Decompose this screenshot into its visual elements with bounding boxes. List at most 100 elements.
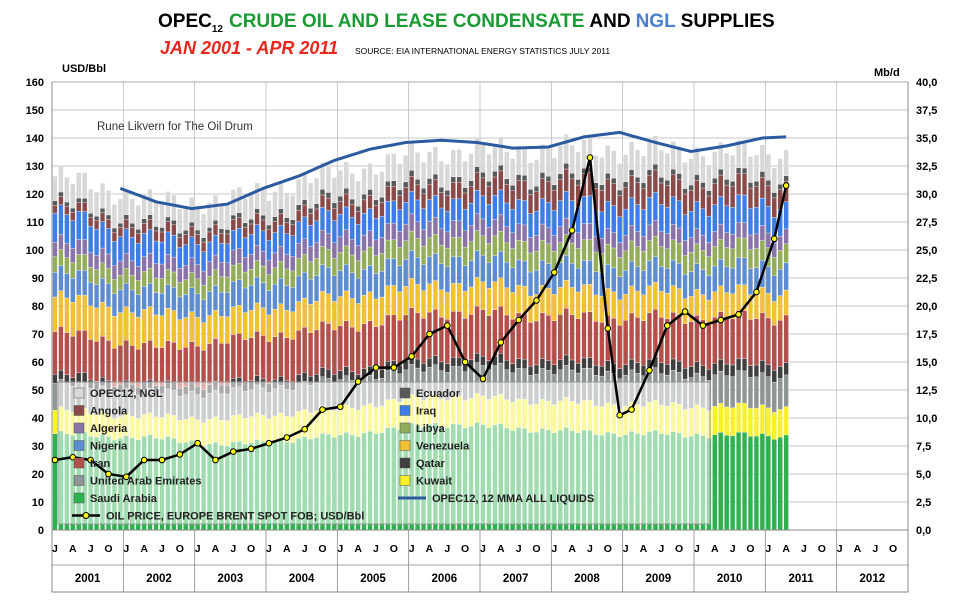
- bar-venezuela: [314, 301, 320, 331]
- price-series: [51, 154, 790, 481]
- bar-iran: [153, 347, 159, 386]
- bar-angola: [563, 168, 569, 192]
- bar-ecuador: [623, 181, 629, 188]
- bar-ecuador: [355, 205, 361, 212]
- bar-iran: [688, 321, 694, 367]
- bar-libya: [100, 262, 106, 279]
- bar-iran: [403, 314, 409, 361]
- bar-angola: [432, 179, 438, 196]
- bar-iraq: [753, 207, 759, 235]
- price-point: [337, 403, 344, 411]
- bar-angola: [635, 182, 641, 205]
- bar-venezuela: [100, 301, 106, 337]
- bar-ecuador: [403, 181, 409, 188]
- bar-iraq: [498, 189, 504, 215]
- bar-iraq: [403, 202, 409, 225]
- bar-nigeria: [391, 258, 397, 286]
- bar-nigeria: [159, 293, 165, 316]
- bar-venezuela: [718, 285, 724, 312]
- bar-venezuela: [664, 292, 670, 320]
- bar-algeria: [623, 235, 629, 251]
- bar-algeria: [212, 254, 218, 270]
- bar-nigeria: [474, 250, 480, 278]
- x-tick-month: O: [104, 543, 112, 555]
- bar-nigeria: [343, 264, 349, 292]
- bar-iraq: [189, 236, 195, 258]
- bar-libya: [528, 252, 534, 273]
- bar-nigeria: [64, 273, 70, 299]
- bar-iran: [635, 317, 641, 363]
- bar-libya: [421, 245, 427, 265]
- bar-ngl: [135, 205, 141, 230]
- bar-algeria: [700, 235, 706, 251]
- bar-iraq: [117, 236, 123, 262]
- bar-iraq: [658, 204, 664, 232]
- bar-ecuador: [105, 214, 111, 220]
- bar-qatar: [753, 364, 759, 378]
- bar-libya: [70, 262, 76, 279]
- bar-qatar: [450, 357, 456, 367]
- bar-iraq: [468, 202, 474, 226]
- x-tick-month: A: [212, 543, 220, 555]
- bar-ngl: [266, 200, 272, 226]
- bar-ngl: [533, 159, 539, 187]
- bar-nigeria: [177, 296, 183, 320]
- bar-algeria: [236, 248, 242, 264]
- price-point: [140, 456, 148, 464]
- bar-ecuador: [480, 172, 486, 179]
- bar-iran: [522, 313, 528, 360]
- x-tick-month: A: [782, 543, 790, 555]
- bar-iran: [159, 347, 165, 387]
- bar-nigeria: [587, 260, 593, 285]
- bar-ngl: [82, 172, 88, 199]
- bar-ecuador: [272, 216, 278, 222]
- bar-nigeria: [337, 270, 343, 297]
- bar-venezuela: [331, 301, 337, 331]
- bar-ecuador: [421, 188, 427, 195]
- x-tick-month: A: [497, 543, 505, 555]
- x-tick-month: O: [532, 543, 540, 555]
- bar-ecuador: [254, 208, 260, 214]
- legend-swatch-iran: [73, 457, 85, 469]
- price-point: [586, 154, 594, 161]
- bar-nigeria: [712, 265, 718, 292]
- x-tick-month: A: [640, 543, 648, 555]
- mma-series: [119, 130, 787, 211]
- bar-venezuela: [783, 289, 789, 316]
- bar-nigeria: [70, 277, 76, 303]
- bar-iraq: [456, 198, 462, 222]
- bar-angola: [682, 193, 688, 215]
- x-tick-month: A: [711, 543, 719, 555]
- bar-ecuador: [296, 204, 302, 211]
- price-point: [735, 311, 742, 318]
- bar-nigeria: [539, 260, 545, 286]
- bar-iraq: [736, 194, 742, 223]
- bar-saudi: [718, 432, 724, 531]
- bar-angola: [397, 195, 403, 210]
- bar-angola: [302, 204, 308, 218]
- bar-iraq: [212, 234, 218, 256]
- bar-algeria: [260, 250, 266, 267]
- bar-iraq: [617, 216, 623, 243]
- bar-iran: [278, 331, 284, 377]
- bar-ecuador: [569, 173, 575, 180]
- bar-ngl: [153, 201, 159, 227]
- bar-libya: [361, 250, 367, 270]
- bar-ngl: [76, 172, 82, 199]
- bar-qatar: [783, 362, 789, 376]
- bar-ngl: [777, 158, 783, 185]
- bar-uae: [730, 376, 736, 408]
- bar-angola: [492, 176, 498, 196]
- x-tick-month: J: [159, 543, 165, 555]
- bar-nigeria: [266, 290, 272, 316]
- bar-uae: [753, 376, 759, 409]
- bar-algeria: [516, 223, 522, 241]
- bar-libya: [236, 263, 242, 280]
- legend-label-qatar: Qatar: [416, 458, 445, 470]
- y-tick-left: 0: [38, 525, 44, 537]
- bar-qatar: [510, 363, 516, 374]
- bar-iraq: [646, 197, 652, 226]
- bar-iraq: [783, 201, 789, 230]
- bar-ecuador: [522, 175, 528, 182]
- bar-qatar: [777, 366, 783, 379]
